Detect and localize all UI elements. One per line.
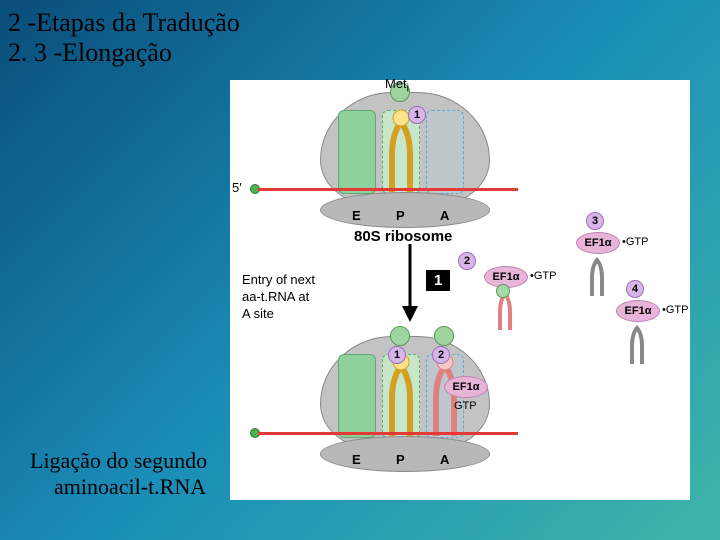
p-label-top: P (396, 208, 405, 223)
ef1a-oval-4: EF1α (616, 300, 660, 322)
a-site-top (426, 110, 464, 194)
met-aminoacid-bottom (390, 326, 410, 346)
p-label-bottom: P (396, 452, 405, 467)
entry-text: Entry of next aa-t.RNA at A site (242, 272, 315, 323)
circled-4: 4 (626, 280, 644, 298)
title-line-2: 2. 3 -Elongação (8, 38, 240, 68)
circled-1: 1 (408, 106, 426, 124)
gtp-label-2: •GTP (530, 270, 556, 282)
mrna-bottom (258, 432, 518, 435)
trna-4 (626, 324, 648, 366)
circled-1-bottom: 1 (388, 346, 406, 364)
diagram-panel: 1 E P A Meti 5′ 80S ribosome 1 Entry of … (230, 80, 690, 500)
title-block: 2 -Etapas da Tradução 2. 3 -Elongação (8, 8, 240, 68)
ef1a-oval-3: EF1α (576, 232, 620, 254)
aa-2-bottom (434, 326, 454, 346)
subtitle-block: Ligação do segundo aminoacil-t.RNA (30, 448, 207, 500)
ribosome-label: 80S ribosome (354, 228, 452, 245)
e-label-bottom: E (352, 452, 361, 467)
circled-3: 3 (586, 212, 604, 230)
arrow-down-icon (398, 244, 422, 333)
five-prime-label-top: 5′ (232, 180, 242, 195)
e-site-top (338, 110, 376, 194)
gtp-label-3: •GTP (622, 236, 648, 248)
trna-3 (586, 256, 608, 298)
met-label: Meti (385, 76, 409, 95)
gtp-label-bottom: GTP (454, 400, 477, 412)
a-label-bottom: A (440, 452, 449, 467)
gtp-label-4: •GTP (662, 304, 688, 316)
step-number-box: 1 (426, 270, 450, 291)
e-label-top: E (352, 208, 361, 223)
e-site-bottom (338, 354, 376, 438)
ribosome-small-bottom (320, 436, 490, 472)
mrna-top (258, 188, 518, 191)
ef1a-oval-bottom: EF1α (444, 376, 488, 398)
aa-incoming-2 (496, 284, 510, 298)
subtitle-line-2: aminoacil-t.RNA (30, 474, 207, 500)
ribosome-small-top (320, 192, 490, 228)
circled-2: 2 (458, 252, 476, 270)
circled-2-bottom: 2 (432, 346, 450, 364)
subtitle-line-1: Ligação do segundo (30, 448, 207, 474)
a-label-top: A (440, 208, 449, 223)
title-line-1: 2 -Etapas da Tradução (8, 8, 240, 38)
